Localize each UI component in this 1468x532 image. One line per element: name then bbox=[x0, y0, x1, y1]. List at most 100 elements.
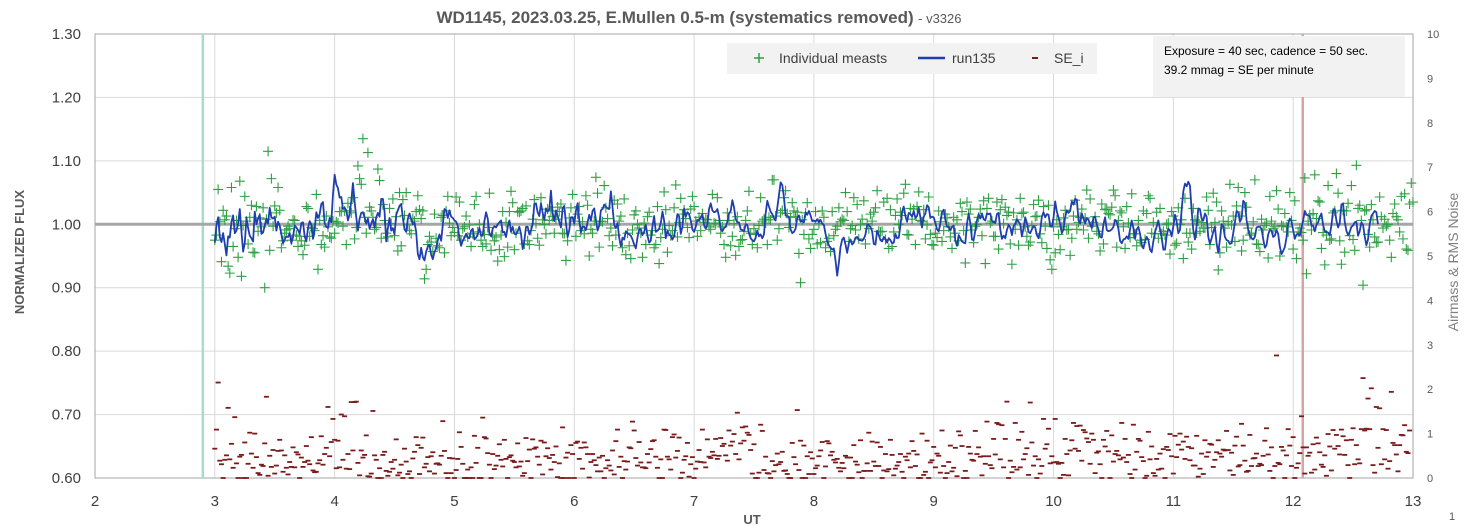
measurement-point bbox=[1233, 182, 1244, 193]
measurement-point bbox=[228, 241, 239, 252]
measurement-point bbox=[1216, 205, 1227, 216]
measurement-point bbox=[735, 235, 746, 246]
measurement-point bbox=[1401, 244, 1412, 255]
measurement-point bbox=[1269, 221, 1280, 232]
measurement-point bbox=[1348, 234, 1359, 245]
measurement-point bbox=[1221, 242, 1232, 253]
measurement-point bbox=[1258, 224, 1269, 235]
measurement-point bbox=[466, 241, 477, 252]
measurement-point bbox=[1373, 237, 1384, 248]
measurement-point bbox=[1058, 212, 1069, 223]
measurement-point bbox=[617, 242, 628, 253]
measurement-point bbox=[993, 244, 1004, 255]
measurement-point bbox=[372, 164, 383, 175]
measurement-point bbox=[1349, 245, 1360, 256]
y2-axis-title: Airmass & RMS Noise bbox=[1445, 193, 1461, 332]
measurement-point bbox=[1003, 207, 1014, 218]
measurement-point bbox=[838, 215, 849, 226]
measurement-point bbox=[1006, 259, 1017, 270]
measurement-point bbox=[808, 224, 819, 235]
measurement-point bbox=[1148, 217, 1159, 228]
measurement-point bbox=[486, 245, 497, 256]
measurement-point bbox=[1336, 259, 1347, 270]
measurement-point bbox=[1103, 208, 1114, 219]
measurement-point bbox=[978, 195, 989, 206]
measurement-point bbox=[311, 189, 322, 200]
measurement-point bbox=[912, 201, 923, 212]
legend: Individual measts run135 SE_i bbox=[727, 43, 1097, 74]
measurement-point bbox=[1382, 219, 1393, 230]
measurement-point bbox=[532, 233, 543, 244]
measurement-point bbox=[1254, 246, 1265, 257]
measurement-point bbox=[1168, 211, 1179, 222]
measurement-point bbox=[258, 202, 269, 213]
measurement-point bbox=[996, 194, 1007, 205]
measurement-point bbox=[743, 186, 754, 197]
measurement-point bbox=[960, 257, 971, 268]
measurement-point bbox=[785, 212, 796, 223]
measurement-point bbox=[1018, 207, 1029, 218]
y-axis-title: NORMALIZED FLUX bbox=[12, 190, 27, 315]
measurement-point bbox=[1236, 245, 1247, 256]
x-tick-label: 12 bbox=[1285, 493, 1302, 510]
measurement-point bbox=[1166, 206, 1177, 217]
measurement-point bbox=[1126, 188, 1137, 199]
corner-label: 1 bbox=[1449, 511, 1455, 523]
measurement-point bbox=[692, 231, 703, 242]
measurement-point bbox=[624, 240, 635, 251]
measurement-point bbox=[1361, 204, 1372, 215]
measurement-point bbox=[1169, 240, 1180, 251]
measurement-point bbox=[1040, 221, 1051, 232]
measurement-point bbox=[288, 214, 299, 225]
measurement-point bbox=[356, 179, 367, 190]
measurement-point bbox=[1331, 168, 1342, 179]
measurement-point bbox=[216, 256, 227, 267]
y-tick-label: 0.80 bbox=[52, 343, 81, 360]
measurement-point bbox=[248, 247, 259, 258]
measurement-point bbox=[725, 240, 736, 251]
measurement-point bbox=[1339, 247, 1350, 258]
measurement-point bbox=[236, 271, 247, 282]
measurement-point bbox=[361, 228, 372, 239]
measurement-point bbox=[249, 247, 260, 258]
measurement-point bbox=[652, 201, 663, 212]
measurement-point bbox=[1008, 207, 1019, 218]
measurement-point bbox=[447, 222, 458, 233]
measurement-point bbox=[1266, 216, 1277, 227]
y2-axis-ticks: 0 1 2 3 4 5 6 7 8 9 10 bbox=[1427, 29, 1439, 485]
measurement-point bbox=[266, 173, 277, 184]
measurement-point bbox=[637, 252, 648, 263]
measurement-point bbox=[928, 240, 939, 251]
measurement-point bbox=[1000, 202, 1011, 213]
measurement-point bbox=[298, 249, 309, 260]
measurement-point bbox=[937, 236, 948, 247]
measurement-point bbox=[1381, 221, 1392, 232]
measurement-point bbox=[1141, 208, 1152, 219]
measurement-point bbox=[1171, 238, 1182, 249]
measurement-point bbox=[818, 212, 829, 223]
measurement-point bbox=[1208, 188, 1219, 199]
measurement-point bbox=[213, 184, 224, 195]
y2-tick-label: 0 bbox=[1427, 473, 1433, 485]
measurement-point bbox=[1389, 198, 1400, 209]
legend-label-se: SE_i bbox=[1054, 50, 1084, 66]
measurement-point bbox=[580, 190, 591, 201]
measurement-point bbox=[687, 191, 698, 202]
measurement-point bbox=[246, 200, 257, 211]
measurement-point bbox=[955, 198, 966, 209]
measurement-point bbox=[1041, 243, 1052, 254]
measurement-point bbox=[524, 239, 535, 250]
measurement-point bbox=[981, 203, 992, 214]
measurement-point bbox=[1274, 251, 1285, 261]
y-tick-label: 1.10 bbox=[52, 153, 81, 170]
measurement-point bbox=[729, 218, 740, 229]
measurement-point bbox=[354, 173, 365, 184]
measurement-point bbox=[719, 239, 730, 250]
y-tick-label: 1.30 bbox=[52, 26, 81, 43]
measurement-point bbox=[387, 193, 398, 204]
measurement-point bbox=[427, 246, 438, 257]
measurement-point bbox=[1068, 211, 1079, 222]
measurement-point bbox=[592, 188, 603, 199]
measurement-point bbox=[980, 258, 991, 269]
measurement-point bbox=[1314, 197, 1325, 208]
